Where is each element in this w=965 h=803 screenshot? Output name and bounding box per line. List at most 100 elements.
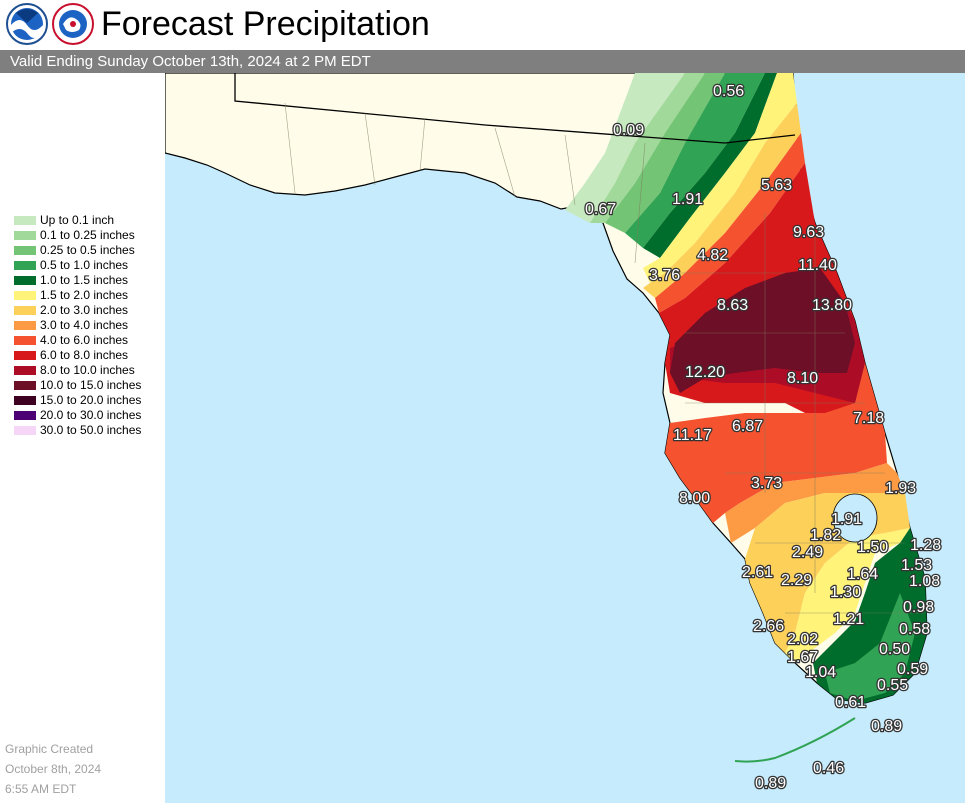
value-label: 0.89 — [871, 718, 902, 735]
band-1-5-to-2-0-north — [643, 73, 797, 283]
legend-swatch — [14, 291, 36, 300]
legend-label: 20.0 to 30.0 inches — [40, 408, 142, 422]
value-label: 1.93 — [885, 480, 916, 497]
value-label: 9.63 — [793, 224, 824, 241]
legend-label: 4.0 to 6.0 inches — [40, 333, 129, 347]
value-label: 8.63 — [717, 297, 748, 314]
legend-label: 1.5 to 2.0 inches — [40, 288, 129, 302]
value-label: 0.50 — [879, 641, 910, 658]
band-0-25-to-0-5 — [605, 73, 725, 233]
legend-label: 0.1 to 0.25 inches — [40, 228, 135, 242]
value-label: 8.10 — [787, 370, 818, 387]
value-label: 2.61 — [742, 564, 773, 581]
legend-swatch — [14, 381, 36, 390]
legend-swatch — [14, 231, 36, 240]
value-label: 0.61 — [835, 694, 866, 711]
created-line-1: Graphic Created — [5, 742, 94, 756]
value-label: 2.29 — [781, 572, 812, 589]
band-4-0-to-6-0-south — [665, 363, 887, 523]
value-labels: 0.56 0.09 5.63 0.67 1.91 9.63 4.82 11.40… — [584, 82, 943, 794]
band-3-0-to-4-0 — [725, 463, 905, 543]
value-label: 3.76 — [649, 267, 680, 284]
value-label: 0.89 — [755, 775, 786, 792]
legend-swatch — [14, 351, 36, 360]
value-label: 11.17 — [673, 427, 712, 444]
lake-okeechobee — [832, 493, 878, 543]
valid-time-text: Valid Ending Sunday October 13th, 2024 a… — [10, 53, 371, 70]
value-label: 1.08 — [909, 573, 940, 590]
legend-label: 30.0 to 50.0 inches — [40, 423, 142, 437]
band-up-to-0-1 — [565, 73, 685, 223]
value-label: 1.30 — [830, 584, 861, 601]
legend-swatch — [14, 336, 36, 345]
value-label: 4.82 — [697, 247, 728, 264]
value-label: 13.80 — [812, 297, 852, 314]
legend-label: 0.5 to 1.0 inches — [40, 258, 129, 272]
value-label: 6.87 — [732, 418, 763, 435]
value-label: 1.04 — [805, 664, 836, 681]
legend-swatch — [14, 396, 36, 405]
value-label: 1.67 — [787, 649, 818, 666]
precipitation-map: 0.56 0.09 5.63 0.67 1.91 9.63 4.82 11.40… — [165, 73, 965, 803]
legend-label: 10.0 to 15.0 inches — [40, 378, 142, 392]
value-label: 0.58 — [899, 621, 930, 638]
band-10-0-to-15-0 — [670, 268, 855, 393]
florida-keys — [734, 717, 856, 763]
value-label: 0.55 — [877, 677, 908, 694]
legend-label: 0.25 to 0.5 inches — [40, 243, 135, 257]
value-label: 12.20 — [685, 364, 725, 381]
value-label: 0.67 — [585, 201, 616, 218]
value-label: 2.66 — [753, 618, 784, 635]
map-canvas: 0.56 0.09 5.63 0.67 1.91 9.63 4.82 11.40… — [165, 73, 965, 803]
value-label: 7.18 — [853, 410, 884, 427]
band-1-0-to-1-5-north — [643, 73, 777, 258]
legend-swatch — [14, 276, 36, 285]
legend-label: 3.0 to 4.0 inches — [40, 318, 129, 332]
value-label: 0.46 — [813, 760, 844, 777]
valid-time-bar: Valid Ending Sunday October 13th, 2024 a… — [0, 50, 965, 73]
legend-swatch — [14, 321, 36, 330]
value-label: 0.59 — [897, 661, 928, 678]
legend-swatch — [14, 306, 36, 315]
created-line-2: October 8th, 2024 — [5, 762, 102, 776]
created-line-3: 6:55 AM EDT — [5, 782, 77, 796]
legend-swatch — [14, 411, 36, 420]
value-label: 2.02 — [787, 631, 818, 648]
value-label: 1.28 — [910, 537, 941, 554]
value-label: 1.53 — [901, 557, 932, 574]
value-label: 2.49 — [792, 544, 823, 561]
value-label: 0.09 — [613, 122, 644, 139]
value-label: 3.73 — [751, 475, 782, 492]
value-label: 11.40 — [798, 257, 837, 274]
legend-swatch — [14, 246, 36, 255]
legend-label: 15.0 to 20.0 inches — [40, 393, 142, 407]
band-4-0-to-6-0-north — [655, 133, 805, 313]
band-0-5-to-1-0 — [625, 73, 765, 248]
legend-swatch — [14, 366, 36, 375]
value-label: 0.56 — [713, 83, 744, 100]
band-0-5-to-1-0-south — [825, 593, 915, 701]
band-2-0-to-3-0-north — [643, 103, 801, 298]
legend-label: 1.0 to 1.5 inches — [40, 273, 129, 287]
value-label: 0.98 — [903, 599, 934, 616]
band-1-5-to-2-0-south — [785, 528, 910, 663]
page-title: Forecast Precipitation — [101, 5, 430, 43]
value-label: 5.63 — [761, 177, 792, 194]
value-label: 1.50 — [857, 539, 888, 556]
value-label: 1.82 — [810, 527, 841, 544]
legend-label: Up to 0.1 inch — [40, 213, 115, 227]
legend-swatch — [14, 216, 36, 225]
legend-swatch — [14, 261, 36, 270]
legend-swatch — [14, 426, 36, 435]
value-label: 1.91 — [672, 191, 703, 208]
legend-label: 6.0 to 8.0 inches — [40, 348, 129, 362]
sidebar — [0, 73, 165, 803]
state-boundary-line — [234, 73, 796, 144]
band-0-1-to-0-25 — [590, 73, 705, 223]
nws-logo-icon — [52, 3, 94, 45]
value-label: 1.91 — [831, 511, 862, 528]
graphic-created: Graphic Created October 8th, 2024 6:55 A… — [5, 739, 101, 799]
value-label: 1.64 — [847, 566, 878, 583]
header: Forecast Precipitation — [0, 0, 965, 50]
value-label: 8.00 — [679, 490, 710, 507]
